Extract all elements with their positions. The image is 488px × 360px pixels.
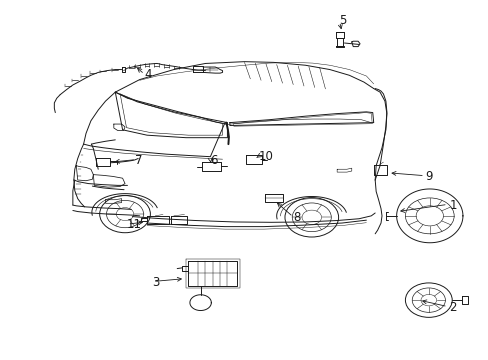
Text: 5: 5 <box>339 14 346 27</box>
Text: 6: 6 <box>210 154 218 167</box>
Text: 3: 3 <box>152 276 159 289</box>
Text: 4: 4 <box>144 68 152 81</box>
Circle shape <box>116 208 134 221</box>
Text: 1: 1 <box>448 199 456 212</box>
Text: 7: 7 <box>135 154 142 167</box>
Text: 8: 8 <box>293 211 300 224</box>
Circle shape <box>302 210 321 225</box>
Text: 9: 9 <box>424 170 431 183</box>
Text: 11: 11 <box>126 218 141 231</box>
Text: 10: 10 <box>259 150 273 163</box>
Text: 2: 2 <box>448 301 456 314</box>
